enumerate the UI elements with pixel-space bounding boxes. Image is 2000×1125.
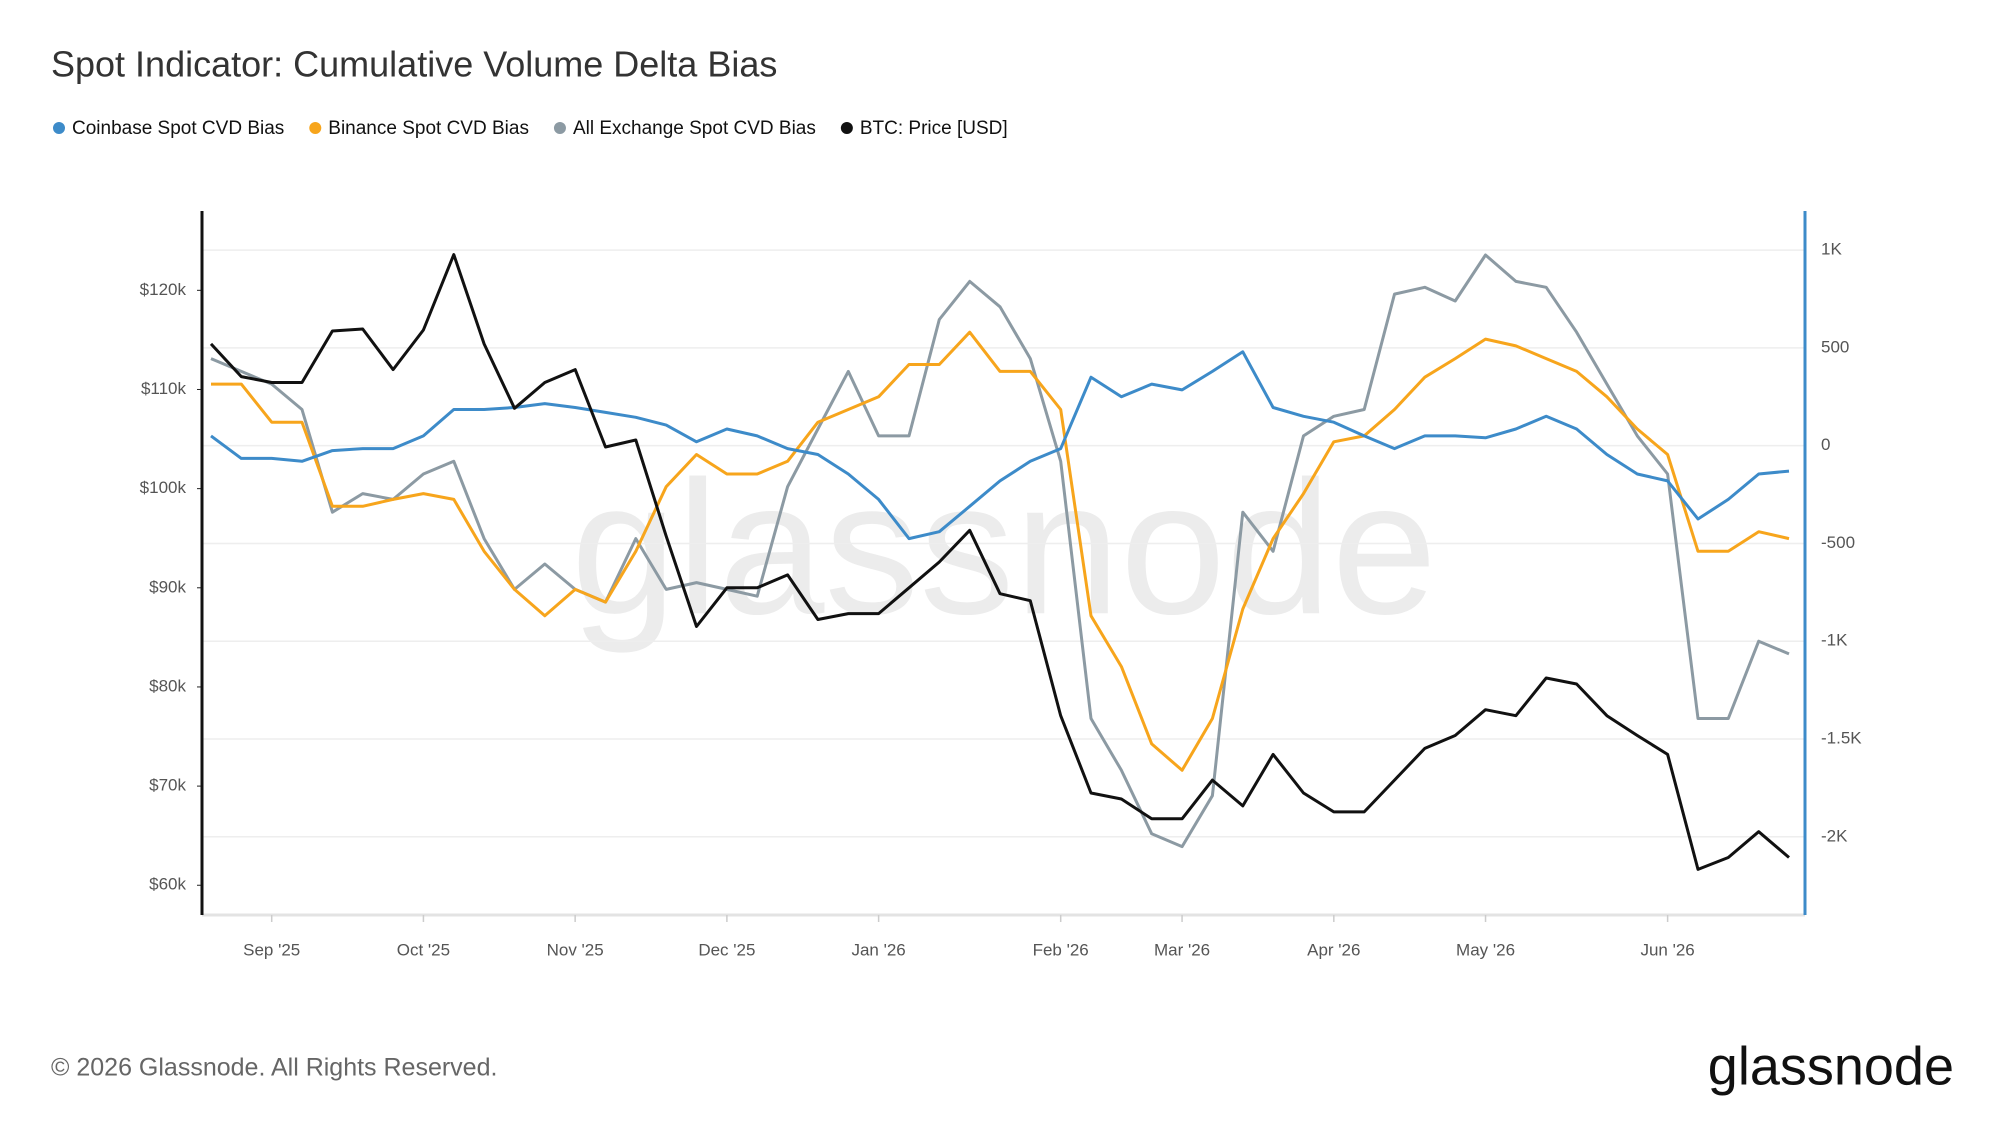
y-tick-label: $90k (149, 577, 186, 596)
series-line (210, 253, 1790, 849)
x-tick-label: Sep '25 (243, 940, 300, 959)
legend-marker (309, 122, 322, 134)
y-tick-label: $110k (141, 379, 187, 398)
series-line (209, 253, 1790, 871)
y2-tick-label: -1K (1821, 631, 1848, 650)
x-tick-label: Jan '26 (851, 940, 905, 959)
y2-tick-label: 500 (1821, 337, 1849, 356)
x-tick-label: Dec '25 (698, 940, 755, 959)
y-tick-label: $120k (140, 280, 187, 299)
chart-title: Spot Indicator: Cumulative Volume Delta … (51, 44, 777, 85)
x-tick-label: Jun '26 (1640, 940, 1694, 959)
y2-tick-label: 0 (1821, 435, 1830, 454)
y-tick-label: $100k (140, 478, 187, 497)
legend: Coinbase Spot CVD Bias Binance Spot CVD B… (53, 118, 1008, 139)
legend-marker (553, 122, 566, 134)
copyright: © 2026 Glassnode. All Rights Reserved. (51, 1054, 497, 1082)
x-tick-label: Nov '25 (547, 940, 604, 959)
logo: glassnode (1708, 1036, 1954, 1096)
y2-tick-label: -1.5K (1821, 728, 1862, 747)
y-tick-label: $60k (149, 875, 186, 894)
legend-label: Coinbase Spot CVD Bias (72, 118, 284, 139)
x-tick-label: Apr '26 (1307, 940, 1360, 959)
y2-tick-label: -2K (1821, 826, 1848, 845)
x-tick-label: Feb '26 (1033, 940, 1089, 959)
legend-label: BTC: Price [USD] (860, 118, 1008, 139)
y2-tick-label: -500 (1821, 533, 1855, 552)
x-tick-label: Mar '26 (1154, 940, 1210, 959)
y2-tick-label: 1K (1821, 240, 1842, 259)
legend-label: All Exchange Spot CVD Bias (573, 118, 816, 139)
legend-label: Binance Spot CVD Bias (328, 118, 529, 139)
y-tick-label: $80k (149, 676, 186, 695)
legend-marker (840, 122, 853, 134)
legend-marker (53, 122, 65, 134)
series-line (210, 350, 1790, 541)
series-line (211, 330, 1790, 772)
x-tick-label: Oct '25 (397, 940, 450, 959)
x-tick-label: May '26 (1456, 940, 1515, 959)
y-tick-label: $70k (149, 776, 186, 795)
